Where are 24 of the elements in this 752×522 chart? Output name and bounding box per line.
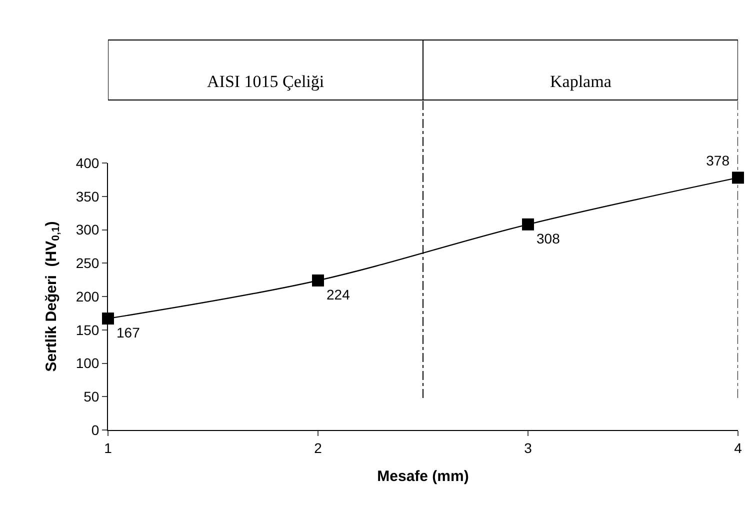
data-label: 167	[116, 324, 140, 341]
data-label: 308	[536, 230, 560, 246]
x-tick-label: 4	[734, 440, 742, 456]
y-tick-label: 50	[84, 388, 100, 405]
y-tick-label: 300	[76, 222, 100, 238]
data-label: 378	[706, 152, 730, 169]
y-tick-label: 200	[76, 288, 100, 304]
point	[312, 274, 324, 286]
x-tick-label: 1	[104, 440, 112, 456]
y-tick-label: 150	[76, 322, 100, 338]
text: Kaplama	[550, 72, 612, 91]
y-tick-label: 100	[76, 355, 100, 372]
y-tick-label: 400	[76, 154, 100, 171]
x-axis-title: Mesafe (mm)	[377, 468, 469, 485]
y-tick-label: 0	[91, 422, 100, 438]
x-tick-label: 3	[524, 440, 532, 456]
point	[102, 312, 114, 325]
x-tick-label: 2	[314, 440, 322, 456]
point	[522, 218, 534, 230]
y-tick-label: 350	[76, 188, 100, 204]
y-tick-label: 250	[76, 255, 100, 272]
point	[732, 172, 744, 184]
text: AISI 1015 Çeliği	[207, 72, 324, 91]
data-label: 224	[326, 286, 350, 302]
